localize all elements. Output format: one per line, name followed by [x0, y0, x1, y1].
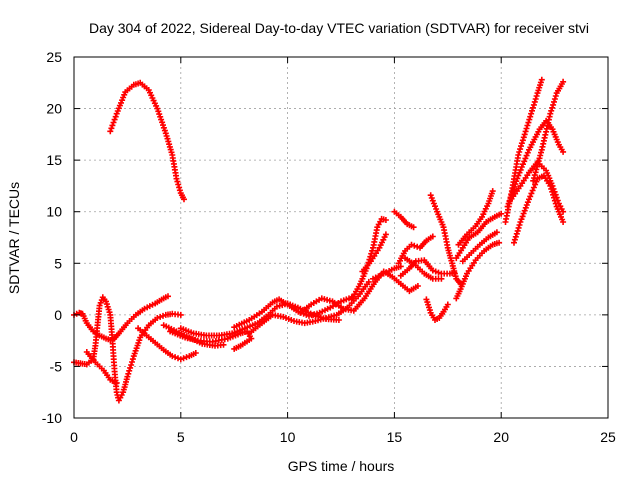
- y-tick-label: 5: [54, 255, 62, 271]
- series-markers: [391, 208, 417, 231]
- x-tick-label: 20: [493, 429, 509, 445]
- series-markers: [359, 231, 389, 275]
- y-tick-label: -10: [42, 410, 62, 426]
- data-layer: [71, 76, 567, 404]
- series-markers: [402, 255, 445, 282]
- series-arc-22: [455, 188, 496, 248]
- series-arc-17: [397, 257, 458, 279]
- series-markers: [511, 172, 567, 246]
- series-arc-29: [530, 78, 567, 184]
- series-arc-5: [135, 325, 199, 363]
- series-markers: [423, 296, 451, 323]
- series-arc-21: [453, 210, 505, 262]
- series-arc-20: [427, 192, 464, 287]
- series-markers: [395, 233, 436, 267]
- series-markers: [504, 117, 567, 210]
- series-arc-19: [423, 296, 451, 323]
- series-markers: [71, 294, 184, 404]
- series-arc-15: [391, 208, 417, 231]
- series-arc-16: [395, 233, 436, 267]
- y-tick-label: 0: [54, 307, 62, 323]
- y-tick-label: -5: [50, 358, 63, 374]
- series-arc-13: [359, 231, 389, 275]
- series-markers: [135, 325, 199, 363]
- series-markers: [453, 210, 505, 262]
- chart-title: Day 304 of 2022, Sidereal Day-to-day VTE…: [89, 20, 589, 36]
- series-markers: [83, 349, 120, 386]
- series-arc-10: [246, 278, 372, 337]
- x-tick-label: 25: [600, 429, 616, 445]
- y-tick-label: 10: [46, 204, 62, 220]
- y-axis-title: SDTVAR / TECUs: [6, 182, 22, 294]
- plot-border: [73, 56, 609, 419]
- x-tick-label: 0: [70, 429, 78, 445]
- series-markers: [370, 263, 404, 282]
- y-tick-label: 15: [46, 152, 62, 168]
- y-tick-label: 20: [46, 101, 62, 117]
- y-tick-label: 25: [46, 49, 62, 65]
- series-arc-28: [511, 172, 567, 246]
- series-arc-4: [83, 349, 120, 386]
- series-markers: [453, 239, 503, 302]
- x-tick-label: 5: [177, 429, 185, 445]
- series-arc-26: [504, 117, 567, 210]
- x-tick-label: 15: [387, 429, 403, 445]
- series-markers: [427, 192, 464, 287]
- series-arc-18: [402, 255, 445, 282]
- series-arc-3: [71, 294, 184, 404]
- series-arc-14: [370, 263, 404, 282]
- series-markers: [107, 79, 187, 203]
- x-axis-title: GPS time / hours: [288, 458, 395, 474]
- series-arc-1: [107, 79, 187, 203]
- x-tick-label: 10: [280, 429, 296, 445]
- axis-ticks: 0 5 10 15 20 25 -10 -5 0 5 10 15 20 25: [42, 49, 616, 445]
- series-markers: [246, 278, 372, 337]
- grid: [74, 57, 608, 418]
- series-arc-24: [453, 239, 503, 302]
- series-markers: [459, 229, 500, 265]
- series-markers: [530, 78, 567, 184]
- series-markers: [455, 188, 496, 248]
- series-markers: [397, 257, 458, 279]
- series-arc-23: [459, 229, 500, 265]
